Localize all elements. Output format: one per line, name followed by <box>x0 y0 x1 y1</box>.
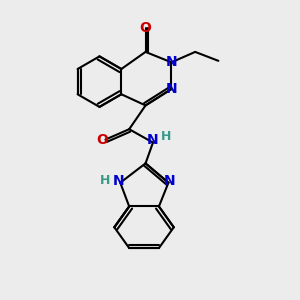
Text: N: N <box>166 82 177 96</box>
Text: N: N <box>166 55 177 69</box>
Text: O: O <box>96 133 108 147</box>
Text: H: H <box>100 174 110 187</box>
Text: N: N <box>147 133 159 147</box>
Text: N: N <box>113 174 124 188</box>
Text: H: H <box>161 130 172 143</box>
Text: O: O <box>140 21 152 35</box>
Text: N: N <box>164 174 176 188</box>
